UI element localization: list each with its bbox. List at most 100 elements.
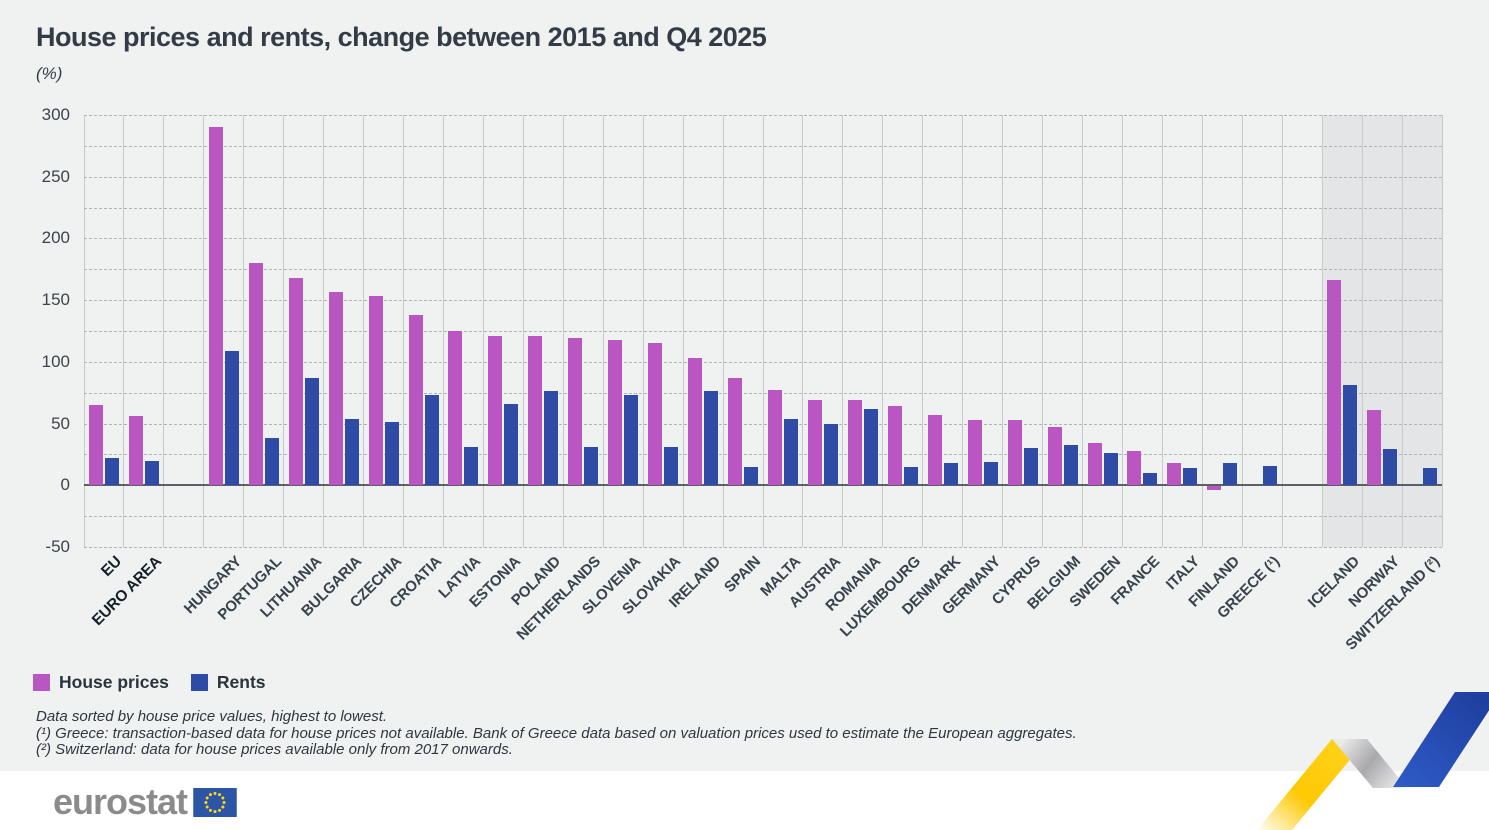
bar-house_prices-poland [528,335,543,486]
ribbon-gray-fold [1332,739,1407,788]
horizontal-gridline-125 [84,331,1442,332]
bar-rents-eu [105,458,119,486]
ribbon-yellow-stripe [1257,739,1367,830]
flag-star-icon [205,805,209,809]
y-tick-label-50: 50 [51,413,70,433]
horizontal-gridline-175 [84,269,1442,271]
bar-house_prices-slovenia [608,339,623,486]
bar-rents-spain [744,466,759,486]
horizontal-gridline-100 [84,361,1442,363]
legend-item-house-prices: House prices [33,672,169,693]
bar-house_prices-austria [807,400,822,486]
flag-star-icon [221,805,225,809]
bar-house_prices-netherlands [568,338,583,486]
eu-flag-icon [193,787,237,817]
bar-house_prices-portugal [248,263,263,486]
y-tick-label-250: 250 [41,166,70,186]
flag-star-icon [204,800,208,804]
footnotes: Data sorted by house price values, highe… [36,708,1077,759]
legend: House prices Rents [33,672,266,693]
horizontal-gridline-300 [84,115,1442,116]
bar-rents-croatia [424,395,439,486]
footnote-sort-order: Data sorted by house price values, highe… [36,708,388,725]
flag-star-icon [222,800,226,804]
bar-rents-cyprus [1023,448,1038,486]
bar-house_prices-finland [1207,486,1222,490]
y-tick-label-0: 0 [60,475,70,495]
bar-rents-poland [544,391,559,486]
bar-rents-luxembourg [903,466,918,486]
bar-house_prices-slovakia [648,343,663,486]
flag-star-icon [218,792,222,796]
horizontal-gridline-275 [84,145,1442,147]
bar-house_prices-cyprus [1007,419,1022,486]
legend-label-house-prices: House prices [59,672,169,692]
bar-rents-portugal [264,438,279,486]
bar-rents-france [1143,472,1158,486]
footnote-switzerland: (²) Switzerland: data for house prices a… [36,741,513,758]
horizontal-gridline-150 [84,300,1442,302]
bar-house_prices-euro-area [128,416,143,486]
horizontal-gridline--50 [84,547,1442,548]
bar-house_prices-czechia [368,296,383,486]
ribbon-blue-stripe [1393,692,1489,787]
footer-strip [0,771,1489,830]
bar-house_prices-luxembourg [887,406,902,486]
bar-rents-iceland [1343,385,1358,486]
bar-rents-estonia [504,403,519,486]
horizontal-gridline-25 [84,454,1442,456]
bar-house_prices-romania [847,400,862,486]
horizontal-gridline-250 [84,176,1442,178]
horizontal-gridline-50 [84,423,1442,425]
bar-rents-belgium [1063,444,1078,486]
bar-house_prices-germany [967,419,982,486]
zero-axis-line [84,484,1442,487]
y-tick-label-100: 100 [41,351,70,371]
bar-house_prices-belgium [1047,427,1062,486]
flag-star-icon [221,795,225,799]
bar-rents-germany [983,461,998,486]
unit-label: (%) [36,64,63,83]
eurostat-ribbon-decoration [1257,692,1489,830]
rents-swatch-icon [190,674,208,691]
footnote-greece: (¹) Greece: transaction-based data for h… [36,724,1077,742]
bar-rents-malta [784,418,798,486]
bar-house_prices-sweden [1087,443,1102,486]
bar-house_prices-hungary [208,127,223,486]
flag-star-icon [208,808,213,812]
bar-house_prices-denmark [927,414,942,486]
bar-rents-hungary [224,350,239,486]
bar-house_prices-lithuania [288,277,303,486]
y-tick-label-200: 200 [41,228,70,248]
bar-house_prices-malta [768,390,782,486]
legend-label-rents: Rents [216,672,266,692]
house-prices-swatch-icon [33,674,50,691]
bar-rents-austria [823,423,838,486]
flag-star-icon [213,791,217,795]
bar-house_prices-italy [1167,463,1182,486]
bar-rents-italy [1183,468,1198,486]
y-tick-label-150: 150 [41,290,70,310]
bar-rents-switzerland- [1423,468,1438,486]
bar-house_prices-norway [1367,409,1382,486]
bar-rents-romania [863,408,878,486]
bar-rents-finland [1223,463,1238,486]
bar-house_prices-france [1127,450,1142,486]
eurostat-logo: eurostat [53,781,237,823]
bar-rents-euro-area [144,460,159,486]
bar-rents-sweden [1103,453,1118,486]
flag-star-icon [208,792,213,796]
bar-house_prices-iceland [1327,280,1342,486]
flag-star-icon [218,808,222,812]
horizontal-gridline-200 [84,238,1442,240]
legend-item-rents: Rents [190,672,266,693]
bar-rents-norway [1383,449,1398,486]
bar-rents-slovakia [664,447,679,486]
bar-house_prices-ireland [688,358,703,486]
bar-rents-bulgaria [344,418,359,486]
horizontal-gridline-75 [84,392,1442,394]
bar-rents-lithuania [304,377,319,486]
eurostat-logo-text: eurostat [53,781,188,822]
bar-house_prices-estonia [488,335,503,486]
